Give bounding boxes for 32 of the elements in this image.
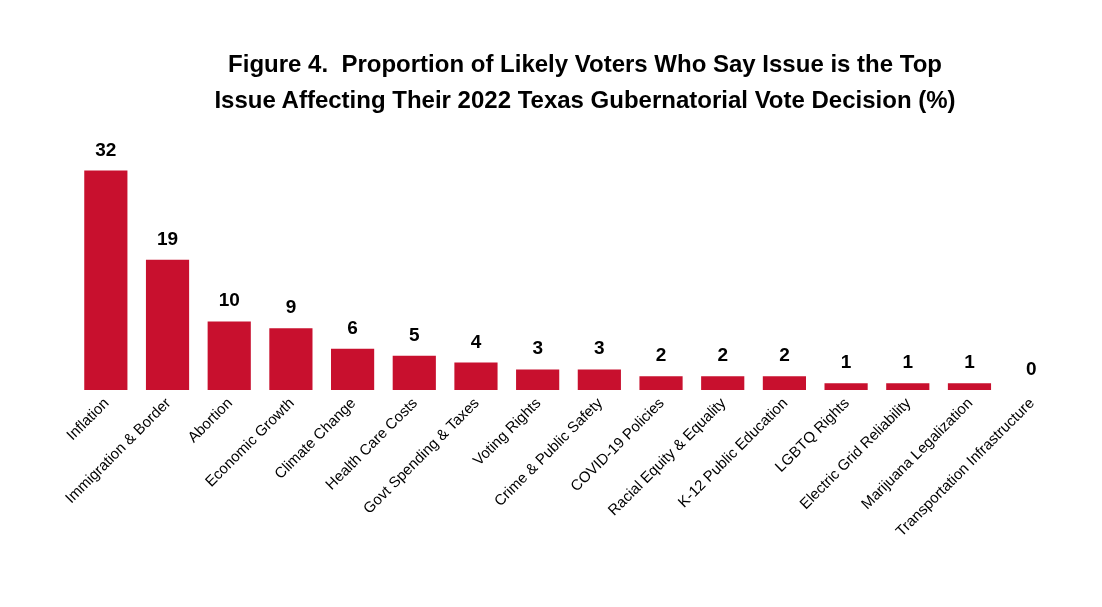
bar [392, 355, 436, 390]
data-label: 2 [655, 344, 667, 366]
chart-title: Figure 4. Proportion of Likely Voters Who Say Issue is the Top Issue Affecting Their 2022 Texas Gubernatorial Vote Decision (%) [214, 49, 956, 113]
data-label: 0 [1025, 358, 1037, 379]
data-label: 1 [840, 351, 852, 373]
bar [516, 369, 560, 390]
bar [331, 348, 375, 390]
bar [824, 383, 868, 390]
bar [269, 328, 313, 390]
bar [947, 383, 992, 390]
data-label: 5 [408, 323, 420, 345]
data-label: 1 [902, 351, 914, 373]
bar [639, 376, 683, 390]
data-label: 9 [285, 296, 297, 318]
bar [701, 376, 745, 390]
data-label: 4 [470, 330, 482, 352]
bar [145, 259, 190, 390]
data-label: 2 [717, 344, 729, 366]
data-label: 32 [95, 138, 117, 160]
data-label: 3 [532, 337, 543, 359]
bar [207, 321, 251, 390]
data-label: 19 [156, 227, 179, 249]
data-label: 10 [218, 289, 240, 311]
bar [84, 170, 128, 390]
data-label: 6 [347, 316, 358, 338]
bar [454, 362, 498, 390]
bar [577, 369, 621, 390]
bar [886, 383, 930, 390]
data-label: 3 [594, 337, 605, 359]
bar [762, 376, 806, 390]
data-label: 2 [779, 344, 790, 366]
data-label: 1 [964, 351, 976, 373]
